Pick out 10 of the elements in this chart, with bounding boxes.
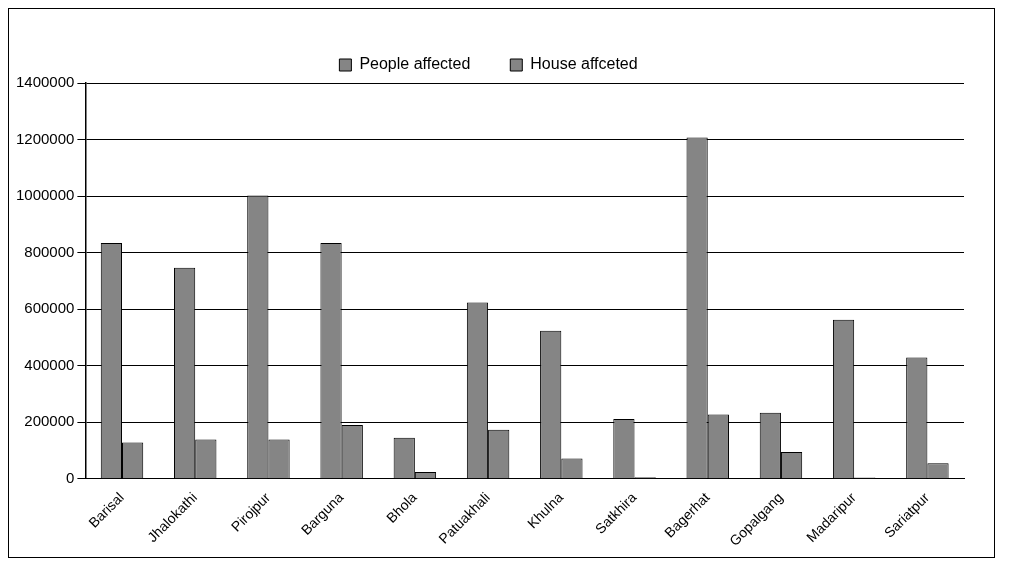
y-tick-label: 0 [66, 468, 75, 486]
y-tick-label: 1400000 [15, 73, 75, 91]
y-tick-label: 1000000 [15, 186, 75, 204]
y-tick-label: 200000 [24, 412, 75, 430]
y-tick-label: 800000 [24, 242, 75, 260]
legend-label: People affected [359, 55, 471, 73]
legend-label: House affceted [530, 55, 638, 73]
y-tick-label: 1200000 [15, 129, 75, 147]
y-tick-label: 600000 [24, 299, 75, 317]
y-tick-label: 400000 [24, 355, 75, 373]
